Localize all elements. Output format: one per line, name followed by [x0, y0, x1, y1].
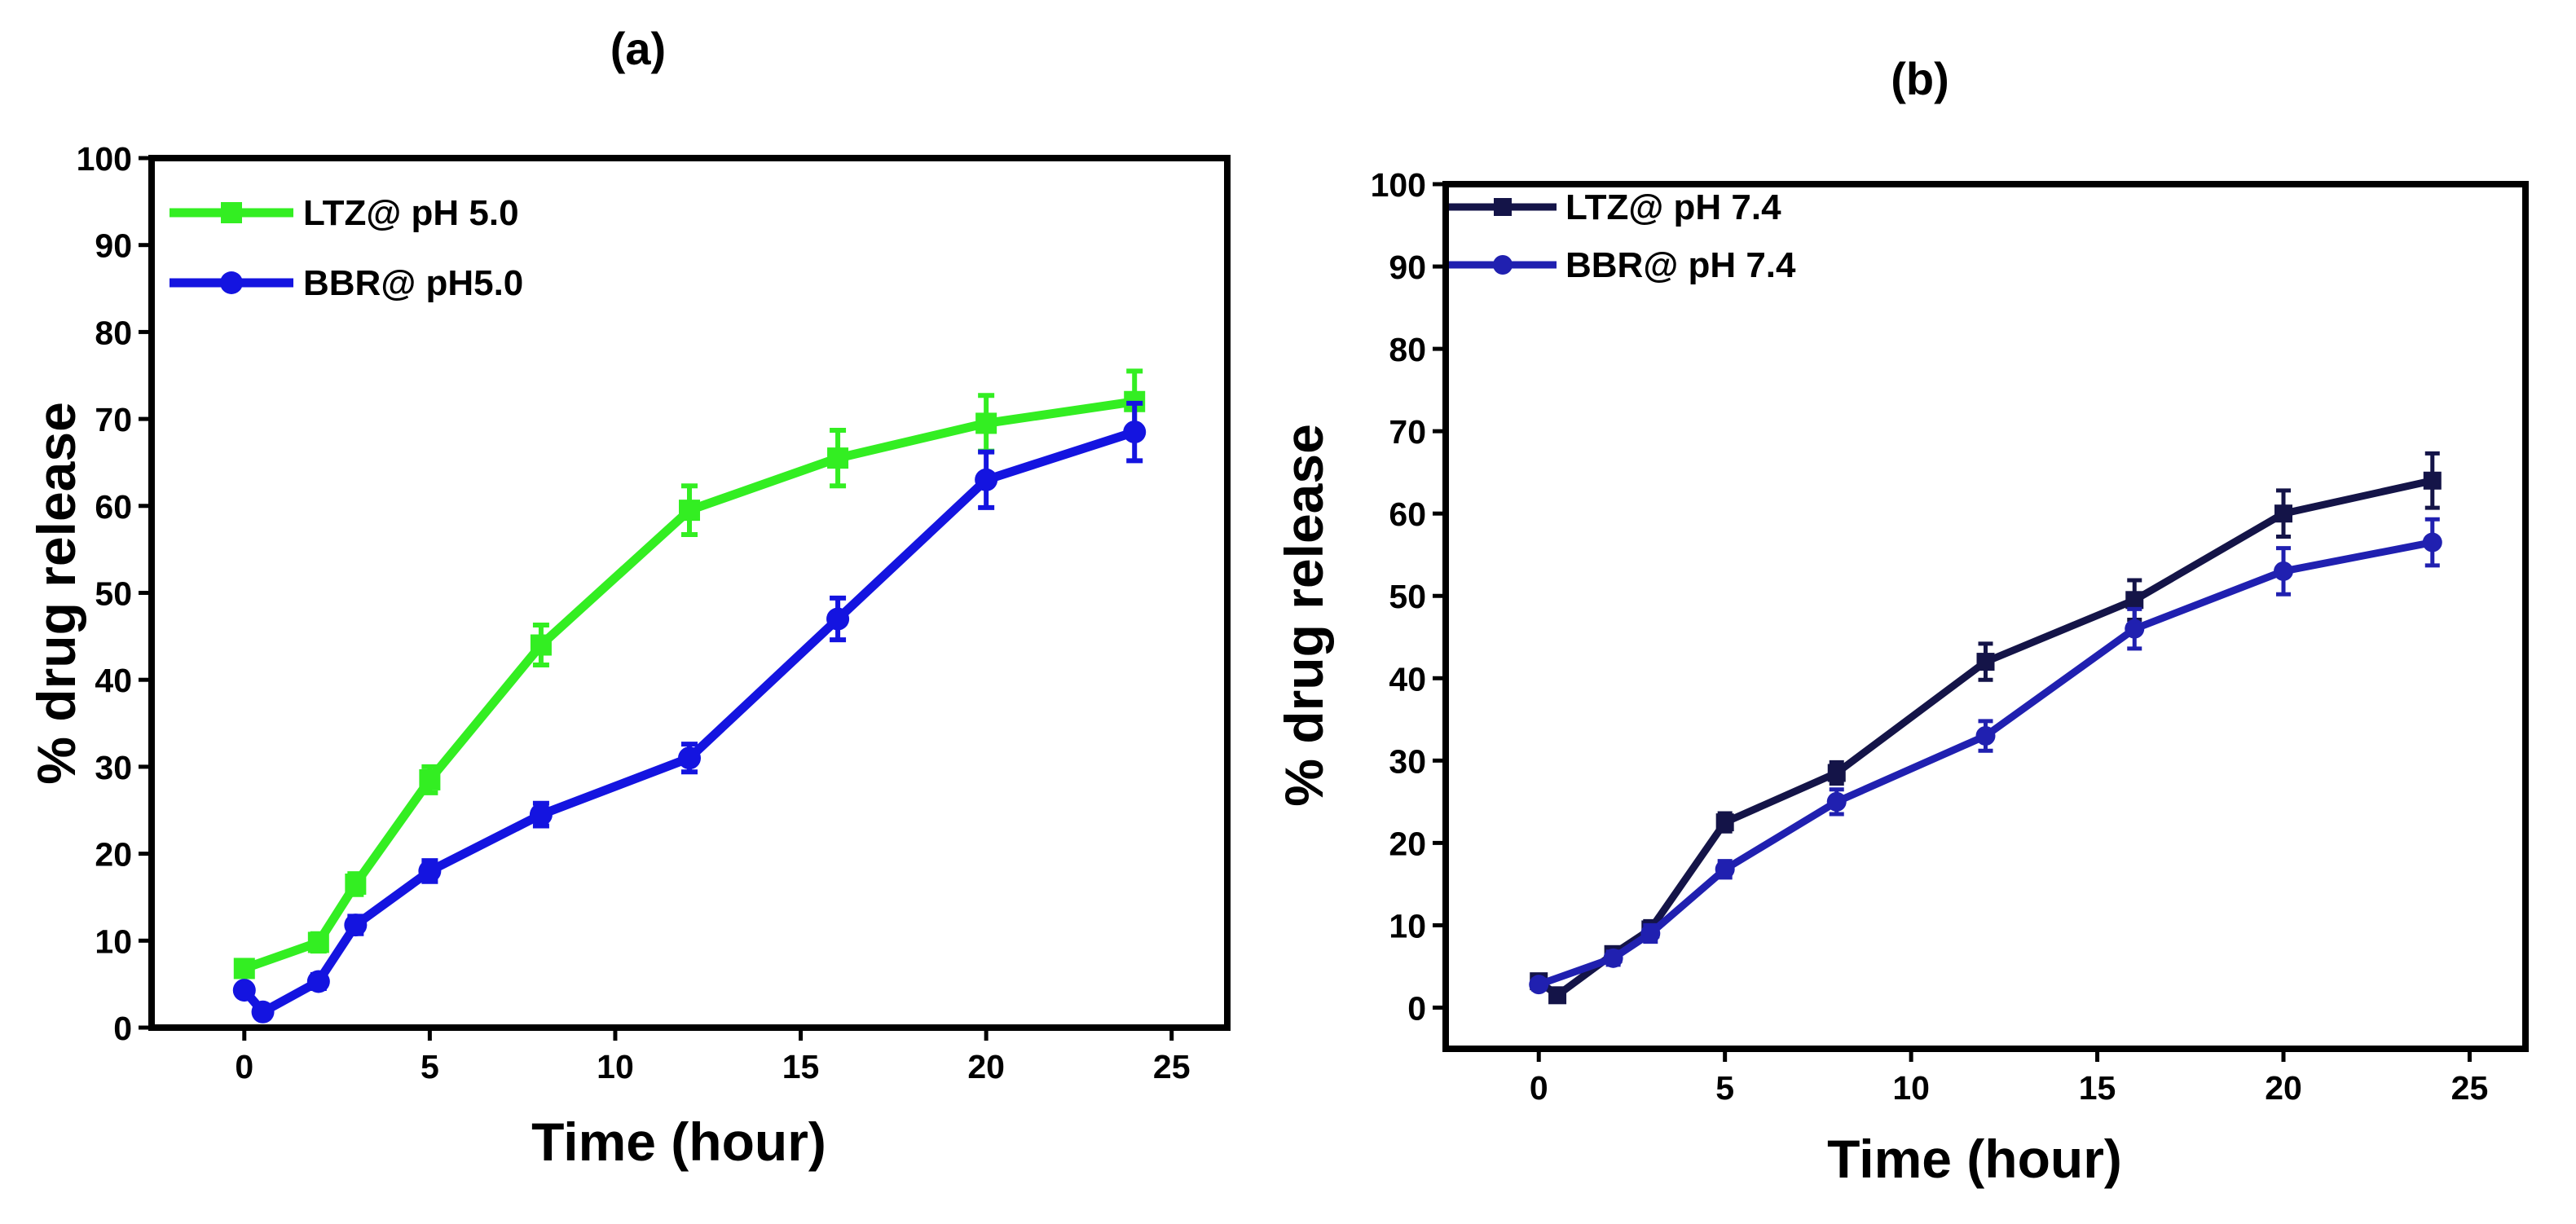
- series-ltz-ph-5-0: [233, 368, 1146, 980]
- data-point: [1640, 923, 1661, 944]
- data-point: [530, 634, 552, 656]
- y-tick-label: 30: [1389, 742, 1426, 780]
- data-point: [975, 412, 997, 434]
- y-tick-label: 90: [1389, 249, 1426, 286]
- data-point: [1123, 420, 1147, 444]
- data-point: [1529, 975, 1549, 995]
- data-point: [1975, 726, 1996, 746]
- x-axis-title-a: Time (hour): [531, 1112, 826, 1172]
- plot-area-b: [1529, 451, 2442, 1005]
- data-point: [1976, 653, 1995, 671]
- panel-label-b: (b): [1891, 53, 1949, 104]
- data-point: [307, 931, 329, 953]
- data-point: [345, 873, 367, 895]
- legend-marker-bbr-ph50: [220, 271, 243, 294]
- y-axis-title-b: % drug release: [1274, 424, 1334, 807]
- y-tick-label: 20: [95, 836, 132, 874]
- data-point: [306, 970, 330, 993]
- series-bbr-ph5-0: [232, 400, 1147, 1024]
- data-point: [1715, 813, 1734, 832]
- legend-b: LTZ@ pH 7.4 BBR@ pH 7.4: [1449, 187, 1796, 285]
- x-tick-label: 20: [967, 1048, 1005, 1085]
- y-tick-label: 50: [1389, 578, 1426, 615]
- data-point: [827, 447, 849, 469]
- data-point: [1827, 764, 1846, 782]
- series-line: [1536, 477, 2433, 999]
- x-tick-label: 25: [2451, 1069, 2489, 1107]
- y-axis-title-a: % drug release: [26, 402, 86, 785]
- series-line: [240, 427, 1136, 1017]
- axis-ticks-a: 0 5 10 15 20 25 0 10 20 30 40 50 60 70 80 90 100: [77, 140, 1191, 1085]
- y-tick-label: 80: [95, 314, 132, 351]
- x-tick-label: 0: [1530, 1069, 1548, 1107]
- x-tick-label: 15: [782, 1048, 820, 1085]
- data-point: [529, 803, 553, 826]
- y-tick-label: 10: [1389, 907, 1426, 944]
- legend-a: LTZ@ pH 5.0 BBR@ pH5.0: [170, 193, 523, 303]
- legend-label-bbr-ph50: BBR@ pH5.0: [303, 263, 523, 303]
- axis-ticks-b: 0 5 10 15 20 25 0 10 20 30 40 50 60 70 80 90 100: [1371, 166, 2489, 1107]
- y-tick-label: 60: [1389, 495, 1426, 533]
- legend-label-ltz-ph50: LTZ@ pH 5.0: [303, 193, 519, 233]
- chart-panel-a: (a) 0 5 10 15 20 25 0 10 20 30 40 50 60 70 80 90 100 Tim…: [26, 23, 1231, 1172]
- data-point: [2423, 471, 2442, 490]
- data-point: [418, 859, 442, 883]
- y-tick-label: 0: [113, 1010, 132, 1047]
- data-point: [251, 1000, 275, 1024]
- data-point: [344, 914, 368, 937]
- x-tick-label: 0: [235, 1048, 253, 1085]
- data-point: [2422, 532, 2442, 553]
- legend-marker-ltz-ph74: [1494, 198, 1512, 216]
- x-tick-label: 15: [2079, 1069, 2116, 1107]
- y-tick-label: 80: [1389, 331, 1426, 368]
- series-bbr-ph-7-4: [1529, 517, 2442, 995]
- data-point: [2125, 591, 2144, 610]
- x-tick-label: 10: [1892, 1069, 1930, 1107]
- x-axis-title-b: Time (hour): [1827, 1129, 2122, 1189]
- data-point: [1826, 791, 1847, 812]
- y-tick-label: 70: [95, 401, 132, 438]
- legend-label-ltz-ph74: LTZ@ pH 7.4: [1565, 187, 1781, 227]
- panel-label-a: (a): [610, 23, 666, 74]
- data-point: [419, 768, 441, 790]
- data-point: [2274, 504, 2293, 523]
- series-line: [1537, 539, 2433, 988]
- y-tick-label: 50: [95, 575, 132, 613]
- y-tick-label: 40: [1389, 660, 1426, 698]
- data-point: [1548, 986, 1567, 1005]
- y-tick-label: 30: [95, 749, 132, 786]
- data-point: [678, 746, 701, 770]
- y-tick-label: 40: [95, 662, 132, 699]
- data-point: [975, 468, 998, 491]
- plot-frame-b: [1442, 181, 2529, 1052]
- data-point: [826, 607, 850, 631]
- x-tick-label: 20: [2265, 1069, 2302, 1107]
- y-tick-label: 0: [1407, 989, 1426, 1027]
- data-point: [233, 958, 255, 980]
- chart-panel-b: (b) 0 5 10 15 20 25 0 10 20 30 40 50 60 70 80 90 100 Tim…: [1274, 53, 2529, 1189]
- y-tick-label: 10: [95, 922, 132, 960]
- legend-marker-bbr-ph74: [1493, 255, 1513, 275]
- y-tick-label: 60: [95, 488, 132, 526]
- x-tick-label: 25: [1153, 1048, 1191, 1085]
- x-tick-label: 5: [1715, 1069, 1734, 1107]
- y-tick-label: 70: [1389, 413, 1426, 451]
- legend-marker-ltz-ph50: [221, 202, 242, 223]
- legend-label-bbr-ph74: BBR@ pH 7.4: [1565, 245, 1796, 285]
- x-tick-label: 5: [421, 1048, 439, 1085]
- y-tick-label: 20: [1389, 825, 1426, 862]
- plot-area-a: [232, 368, 1147, 1024]
- data-point: [2125, 619, 2145, 639]
- data-point: [2274, 561, 2294, 581]
- x-tick-label: 10: [597, 1048, 634, 1085]
- y-tick-label: 100: [1371, 166, 1426, 204]
- y-tick-label: 100: [77, 140, 132, 178]
- data-point: [1715, 859, 1735, 879]
- y-tick-label: 90: [95, 227, 132, 265]
- data-point: [1603, 948, 1623, 968]
- data-point: [679, 500, 700, 522]
- data-point: [232, 979, 256, 1002]
